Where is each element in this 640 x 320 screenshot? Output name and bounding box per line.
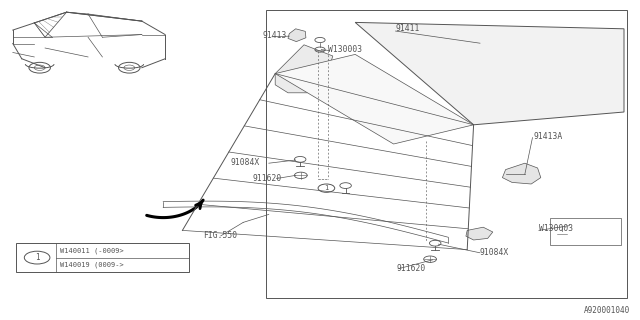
Text: 911620: 911620 — [397, 264, 426, 273]
Text: 91084X: 91084X — [480, 248, 509, 257]
Polygon shape — [502, 163, 541, 184]
Text: 91411: 91411 — [396, 24, 420, 33]
Text: A920001040: A920001040 — [584, 306, 630, 315]
Text: 1: 1 — [35, 253, 40, 262]
Text: 91084X: 91084X — [230, 158, 260, 167]
Text: 91413A: 91413A — [533, 132, 563, 140]
Text: 911620: 911620 — [253, 174, 282, 183]
Text: FIG.550: FIG.550 — [204, 231, 237, 240]
Text: W130003: W130003 — [539, 224, 573, 233]
Polygon shape — [275, 45, 333, 93]
Text: W130003: W130003 — [328, 45, 362, 54]
Polygon shape — [275, 54, 474, 144]
Bar — [266, 10, 627, 298]
Bar — [16, 243, 189, 272]
Text: W140011 (-0009>: W140011 (-0009> — [60, 247, 124, 254]
Polygon shape — [466, 227, 493, 240]
Text: W140019 (0009->: W140019 (0009-> — [60, 261, 124, 268]
Bar — [550, 218, 621, 245]
Text: 91413: 91413 — [262, 31, 287, 40]
Text: 1: 1 — [324, 185, 328, 191]
Polygon shape — [288, 29, 306, 42]
Polygon shape — [355, 22, 624, 125]
